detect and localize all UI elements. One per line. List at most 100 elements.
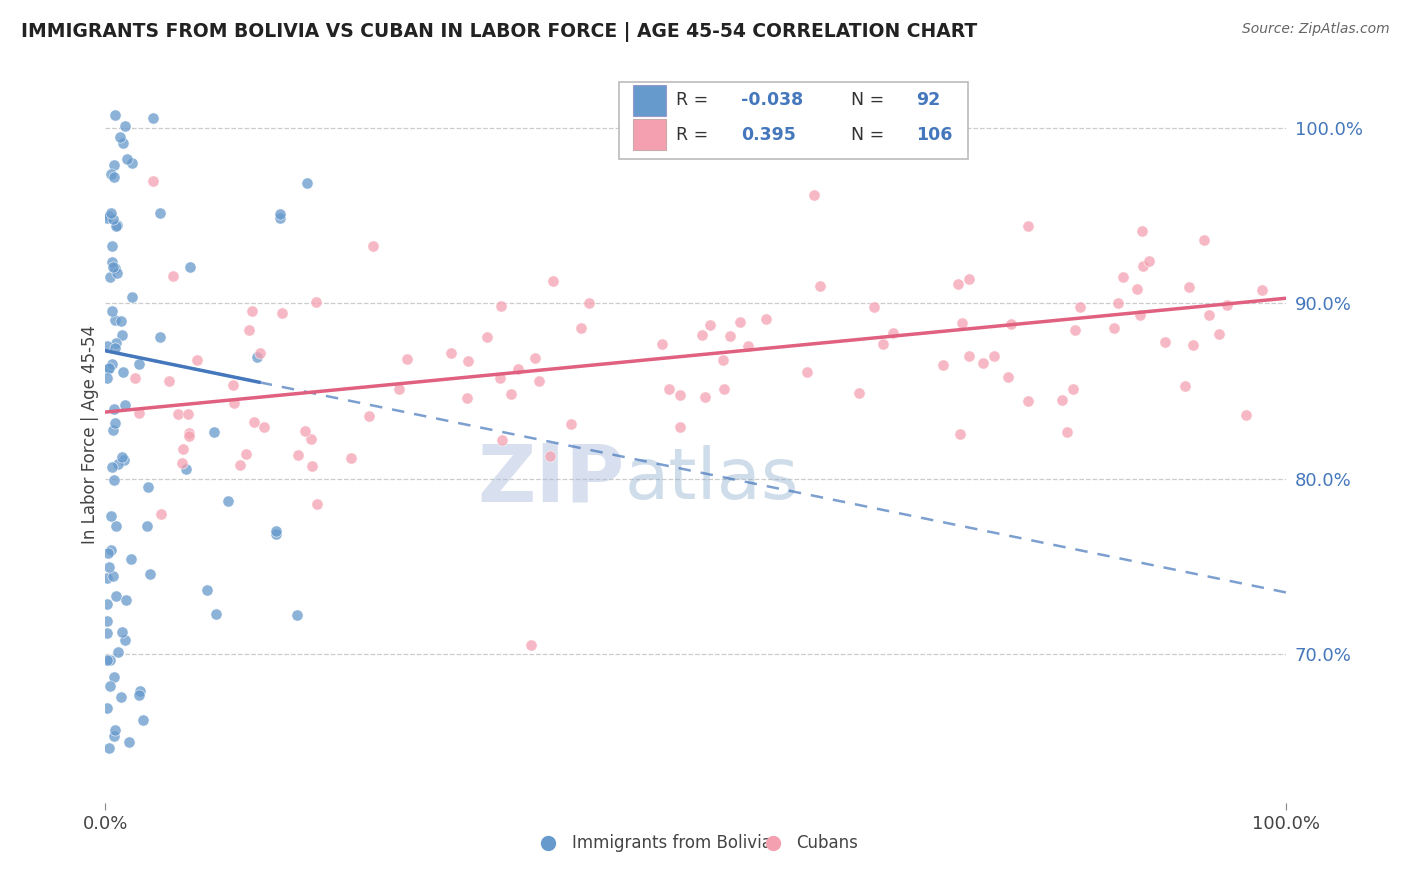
Point (114, 398, 136, 412)
Point (796, 365, 818, 379)
Point (128, 406, 150, 420)
Point (98, 741, 121, 756)
Point (1069, 300, 1091, 314)
Point (997, 370, 1019, 384)
Point (240, 303, 263, 318)
Point (1234, 408, 1257, 422)
Point (1208, 327, 1230, 342)
Point (1104, 320, 1126, 334)
Point (96, 653, 118, 667)
Point (1216, 298, 1239, 312)
Point (128, 357, 150, 371)
Point (103, 423, 125, 437)
Point (519, 638, 541, 652)
Point (98, 210, 121, 224)
Y-axis label: In Labor Force | Age 45-54: In Labor Force | Age 45-54 (80, 326, 98, 544)
Point (101, 255, 124, 269)
Point (669, 388, 692, 402)
Point (651, 336, 673, 351)
Point (103, 401, 125, 416)
Point (506, 361, 529, 376)
Point (271, 306, 294, 320)
Point (104, 416, 127, 430)
Point (1198, 309, 1220, 323)
Point (1129, 308, 1152, 322)
Point (97, 560, 120, 574)
Point (560, 417, 582, 431)
Point (1112, 269, 1135, 284)
Point (142, 174, 165, 188)
Point (107, 457, 129, 471)
Point (121, 155, 143, 169)
Point (110, 690, 132, 704)
Point (1181, 337, 1204, 351)
Point (104, 341, 127, 355)
Point (111, 136, 134, 151)
Point (101, 357, 124, 371)
Point (112, 365, 135, 379)
Point (132, 713, 155, 727)
Point (100, 508, 122, 523)
Point (100, 542, 122, 557)
Point (242, 415, 264, 429)
Point (305, 498, 328, 512)
Point (98, 270, 121, 285)
Point (96, 211, 118, 225)
Point (128, 684, 150, 698)
Point (162, 269, 184, 284)
Point (737, 339, 759, 353)
Text: atlas: atlas (626, 444, 800, 514)
Point (205, 607, 228, 621)
Point (96, 625, 118, 640)
Point (305, 294, 328, 309)
Point (172, 456, 194, 470)
Point (222, 396, 245, 410)
Point (101, 239, 124, 253)
Point (124, 371, 146, 385)
Point (150, 507, 173, 521)
Point (477, 330, 499, 344)
Point (489, 299, 512, 313)
Point (489, 371, 512, 385)
Point (948, 277, 970, 291)
Point (96, 701, 118, 715)
Point (1017, 219, 1039, 233)
Point (186, 352, 208, 367)
Point (101, 260, 124, 274)
Point (713, 382, 735, 396)
Point (111, 328, 134, 343)
Point (97, 361, 120, 376)
Point (120, 551, 142, 566)
Point (100, 304, 122, 318)
Point (361, 239, 384, 253)
Point (1062, 383, 1084, 397)
Point (98, 653, 121, 667)
Point (264, 527, 287, 541)
Point (197, 582, 219, 597)
Point (1126, 282, 1149, 296)
Point (114, 119, 136, 133)
Point (949, 426, 972, 441)
Point (103, 212, 125, 227)
Point (136, 480, 159, 494)
Point (728, 315, 751, 329)
Point (1154, 334, 1177, 349)
Point (578, 295, 600, 310)
Point (121, 289, 143, 303)
Point (104, 336, 127, 351)
Point (101, 459, 124, 474)
Point (755, 311, 778, 326)
Text: R =: R = (676, 91, 714, 109)
Point (249, 346, 271, 360)
Point (101, 568, 124, 582)
Point (882, 326, 904, 340)
Point (950, 317, 973, 331)
Point (100, 168, 122, 182)
Text: IMMIGRANTS FROM BOLIVIA VS CUBAN IN LABOR FORCE | AGE 45-54 CORRELATION CHART: IMMIGRANTS FROM BOLIVIA VS CUBAN IN LABO… (21, 22, 977, 42)
Point (1194, 233, 1216, 247)
Point (103, 670, 125, 684)
Point (287, 448, 309, 462)
Point (491, 433, 513, 447)
Point (110, 624, 132, 639)
Point (269, 211, 291, 226)
